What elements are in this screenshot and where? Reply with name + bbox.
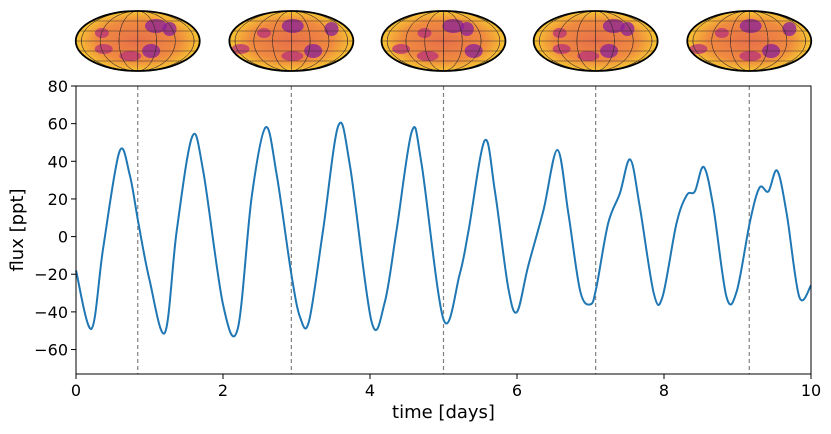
map-spot xyxy=(95,28,109,38)
map-spot xyxy=(95,44,113,54)
y-tick-label: −60 xyxy=(34,341,68,360)
surface-map xyxy=(687,11,811,71)
x-tick-label: 0 xyxy=(71,381,81,400)
map-spot xyxy=(281,51,303,61)
x-tick-label: 4 xyxy=(365,381,375,400)
surface-map xyxy=(76,11,200,71)
x-tick-label: 8 xyxy=(659,381,669,400)
map-spot xyxy=(715,28,729,38)
x-axis-label: time [days] xyxy=(392,402,495,423)
y-tick-label: 0 xyxy=(58,228,68,247)
y-tick-label: 20 xyxy=(48,190,68,209)
x-tick-label: 10 xyxy=(801,381,821,400)
map-spot xyxy=(418,28,432,38)
map-spot xyxy=(782,22,796,36)
surface-map xyxy=(534,11,658,71)
surface-map xyxy=(229,11,353,71)
y-tick-label: 60 xyxy=(48,115,68,134)
x-tick-label: 2 xyxy=(218,381,228,400)
map-spot xyxy=(739,51,761,61)
y-tick-label: 80 xyxy=(48,77,68,96)
map-spot xyxy=(325,22,339,36)
y-tick-label: 40 xyxy=(48,152,68,171)
surface-maps xyxy=(76,11,812,71)
y-axis-label: flux [ppt] xyxy=(7,188,28,271)
map-spot xyxy=(553,44,571,54)
map-spot xyxy=(553,28,567,38)
map-spot xyxy=(257,28,271,38)
x-tick-label: 6 xyxy=(512,381,522,400)
surface-map xyxy=(382,11,506,71)
y-tick-label: −20 xyxy=(34,265,68,284)
y-tick-label: −40 xyxy=(34,303,68,322)
map-spot xyxy=(417,51,439,61)
